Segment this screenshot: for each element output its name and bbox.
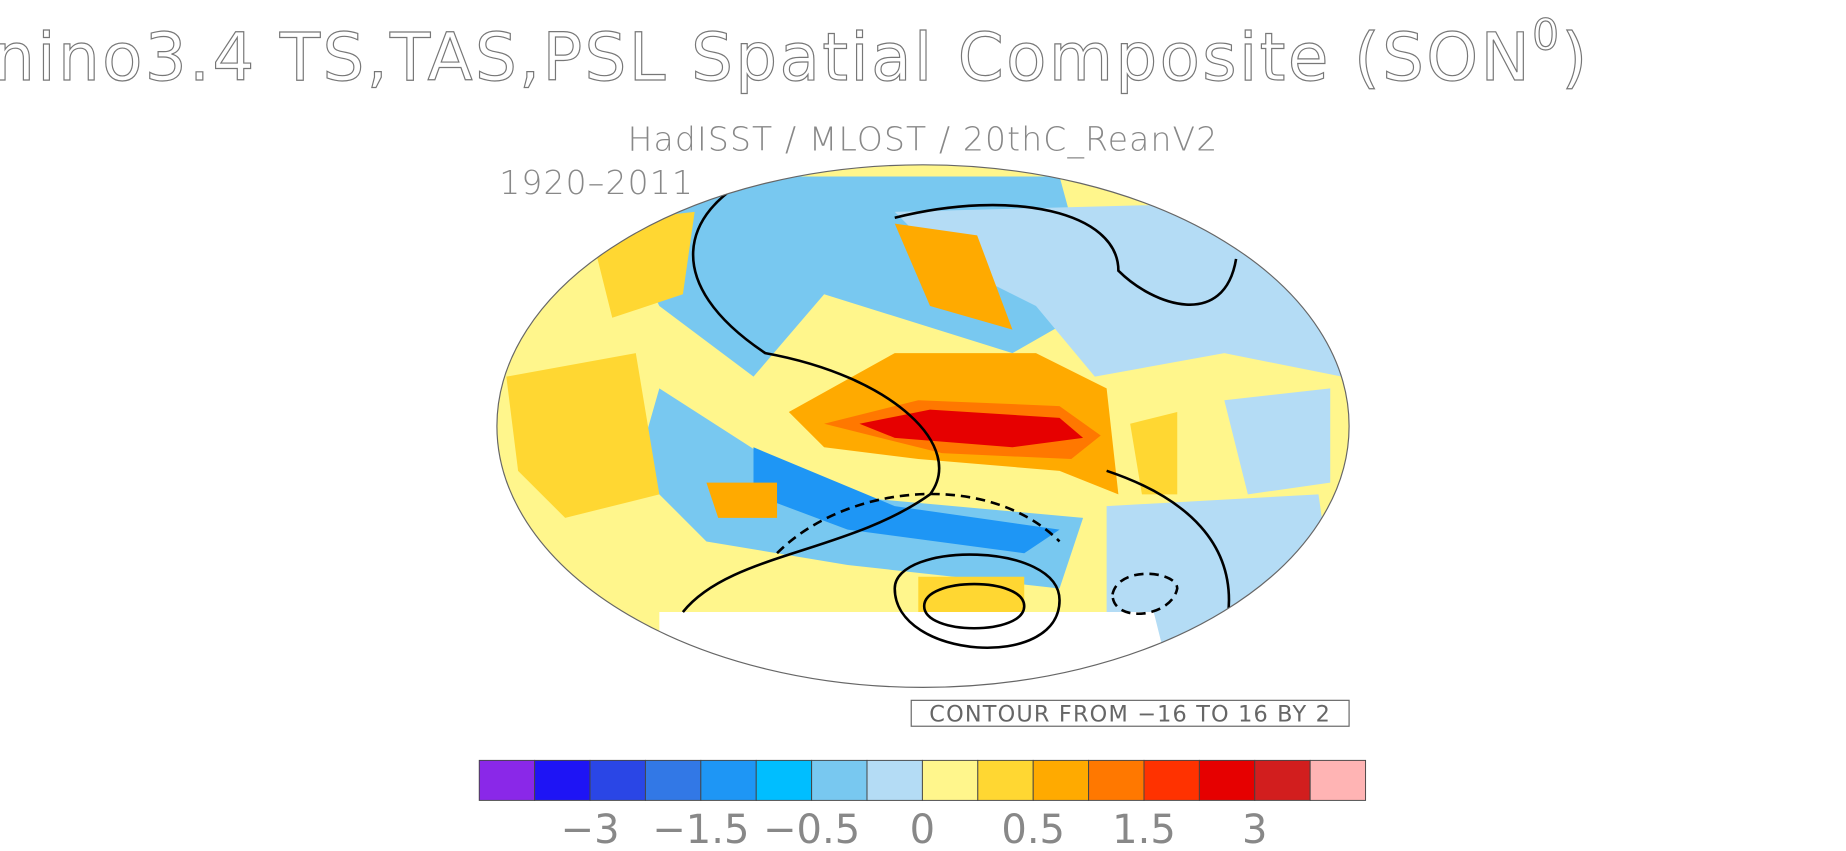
- colorbar-label: 0: [910, 807, 935, 851]
- period: 1920–2011: [499, 163, 694, 202]
- colorbar-swatch: [589, 759, 646, 801]
- colorbar-label: 0.5: [1001, 807, 1065, 851]
- colorbar-label: −1.5: [652, 807, 749, 851]
- colorbar-swatch: [534, 759, 591, 801]
- title-superscript: 0: [1532, 10, 1561, 59]
- colorbar-swatch: [644, 759, 702, 801]
- colorbar-swatch: [478, 759, 536, 801]
- colorbar-swatch: [755, 759, 813, 801]
- colorbar-swatch: [1309, 759, 1367, 801]
- map-outline: [496, 164, 1350, 688]
- contour-label: CONTOUR FROM −16 TO 16 BY 2: [929, 702, 1331, 728]
- colorbar-swatch: [1032, 759, 1090, 801]
- colorbar-label: 1.5: [1112, 807, 1176, 851]
- colorbar-swatch: [1143, 759, 1200, 801]
- colorbar-label: 3: [1242, 807, 1267, 851]
- colorbar-swatch: [866, 759, 923, 801]
- subtitle: HadISST / MLOST / 20thC_ReanV2: [628, 120, 1219, 160]
- colorbar-swatch: [811, 759, 868, 801]
- title: nino3.4 TS,TAS,PSL Spatial Composite (SO…: [0, 10, 1590, 96]
- colorbar-swatch: [921, 759, 979, 801]
- colorbar-swatch: [1254, 759, 1311, 801]
- colorbar-swatch: [1198, 759, 1256, 801]
- colorbar-swatch: [1088, 759, 1145, 801]
- colorbar-label: −0.5: [763, 807, 860, 851]
- colorbar: −3 −1.5 −0.5 0 0.5 1.5 3: [478, 759, 1367, 851]
- colorbar-label: −3: [561, 807, 620, 851]
- colorbar-swatch: [977, 759, 1034, 801]
- colorbar-swatch: [700, 759, 757, 801]
- title-close: ): [1561, 19, 1589, 96]
- contour-box: [910, 699, 1350, 727]
- title-main: nino3.4 TS,TAS,PSL Spatial Composite (SO…: [0, 19, 1532, 96]
